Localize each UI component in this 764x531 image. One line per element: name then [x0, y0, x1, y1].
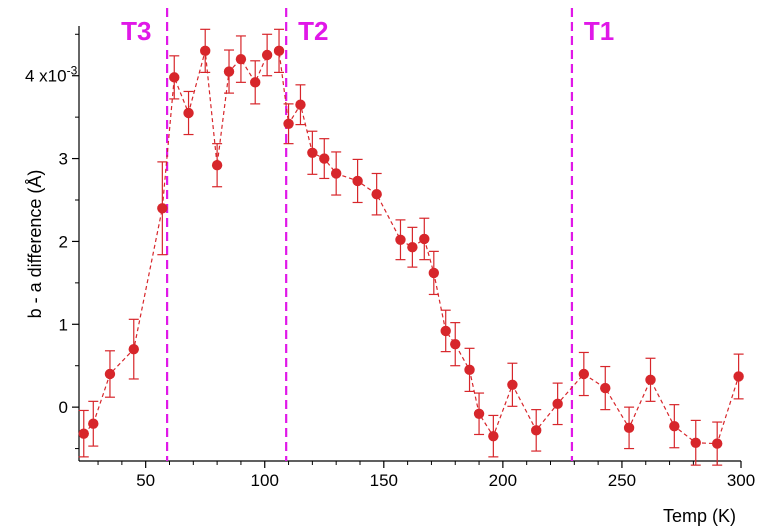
x-tick-label: 100 — [251, 471, 279, 490]
data-point — [200, 45, 211, 57]
data-point — [330, 168, 342, 179]
data-point — [88, 418, 99, 429]
data-point — [419, 233, 430, 245]
data-point — [440, 325, 451, 337]
data-point — [128, 343, 139, 355]
data-point — [552, 398, 563, 410]
data-point — [507, 379, 518, 390]
data-point — [531, 425, 542, 436]
y-tick-label: 3 — [59, 150, 68, 169]
x-axis-label: Temp (K) — [663, 506, 736, 526]
data-series — [78, 28, 744, 466]
y-multiplier-label: 4 x10-3 — [25, 64, 78, 86]
data-point — [211, 160, 223, 171]
y-tick-label: 0 — [59, 398, 68, 417]
x-tick-label: 50 — [136, 471, 155, 490]
data-point — [319, 153, 330, 164]
data-point — [283, 118, 294, 129]
data-point — [295, 99, 306, 110]
y-multiplier-base: 4 x10 — [25, 67, 67, 86]
data-point — [78, 428, 89, 439]
x-tick-label: 200 — [489, 471, 517, 490]
data-point — [407, 242, 418, 253]
x-tick-label: 150 — [370, 471, 398, 490]
y-tick-label: 1 — [59, 315, 68, 334]
data-point — [183, 107, 194, 119]
data-point — [578, 368, 590, 380]
data-point — [690, 437, 701, 448]
data-point — [352, 175, 363, 187]
x-ticks: 50 100 150 200 250 300 — [97, 461, 755, 490]
data-point — [450, 338, 461, 350]
data-point — [169, 72, 180, 83]
data-point — [223, 66, 235, 77]
data-point — [464, 364, 475, 376]
transition-label-t3: T3 — [121, 16, 151, 46]
data-point — [623, 422, 635, 434]
data-point — [250, 77, 261, 88]
data-point — [488, 430, 499, 442]
data-point — [307, 147, 318, 158]
transition-label-t2: T2 — [298, 16, 328, 46]
data-point — [157, 203, 168, 214]
y-axis-label: b - a difference (Å) — [25, 170, 45, 319]
data-point — [235, 53, 247, 65]
data-point — [395, 234, 406, 245]
transition-lines: T3 T2 T1 — [121, 8, 614, 461]
y-ticks: 0 1 2 3 — [59, 33, 79, 450]
y-tick-label: 2 — [59, 232, 68, 251]
data-point — [473, 408, 485, 419]
data-point — [371, 189, 382, 200]
y-multiplier-exponent: -3 — [67, 64, 78, 78]
data-point — [428, 267, 440, 279]
data-point — [669, 421, 680, 432]
plot-area: 50 100 150 200 250 300 0 1 2 3 T3 T2 T1 — [59, 8, 755, 490]
data-point — [711, 438, 723, 449]
transition-label-t1: T1 — [584, 16, 614, 46]
data-point — [600, 382, 611, 394]
x-tick-label: 250 — [608, 471, 636, 490]
x-tick-label: 300 — [727, 471, 755, 490]
data-point — [273, 45, 285, 57]
series-line — [83, 50, 740, 445]
data-point — [645, 374, 656, 385]
data-point — [733, 371, 744, 382]
data-point — [261, 49, 273, 61]
data-point — [104, 368, 116, 380]
